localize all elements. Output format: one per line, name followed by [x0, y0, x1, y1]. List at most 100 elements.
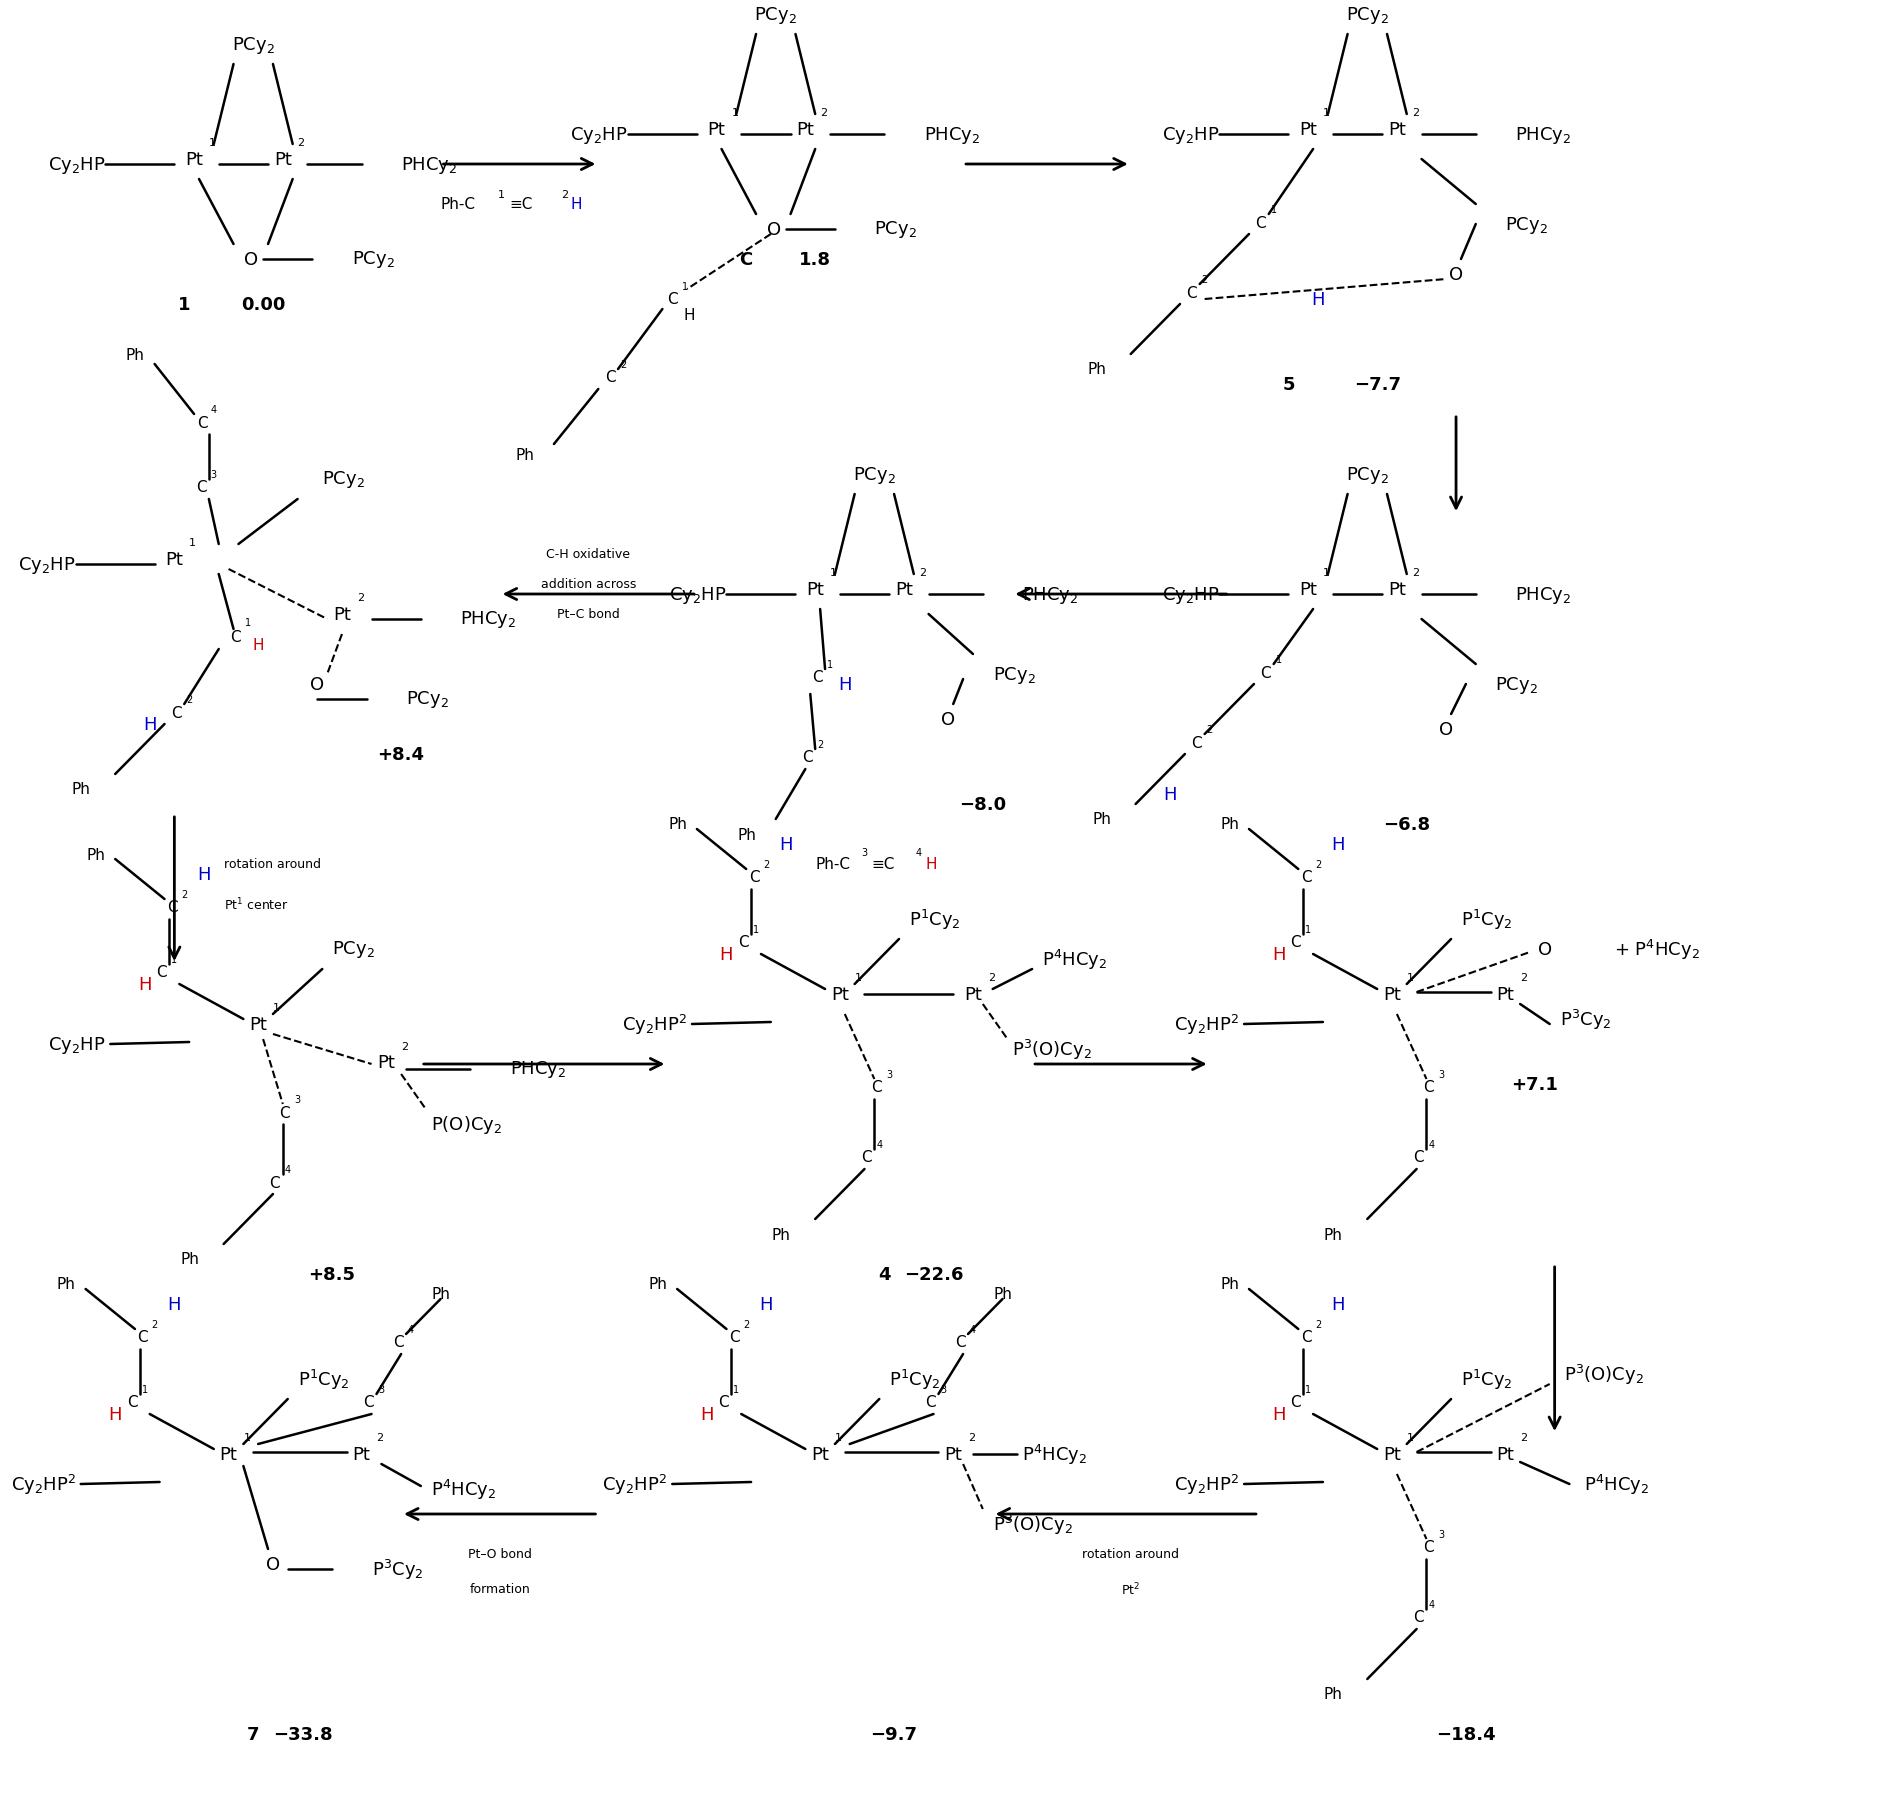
Text: Pt: Pt: [1389, 122, 1405, 140]
Text: −33.8: −33.8: [272, 1725, 333, 1743]
Text: H: H: [759, 1295, 772, 1313]
Text: C: C: [955, 1335, 966, 1350]
Text: 2: 2: [817, 740, 823, 749]
Text: H: H: [197, 865, 210, 883]
Text: 1.8: 1.8: [799, 250, 831, 268]
Text: 7: 7: [246, 1725, 259, 1743]
Text: Cy$_2$HP: Cy$_2$HP: [47, 1034, 105, 1056]
Text: Pt: Pt: [378, 1054, 395, 1072]
Text: formation: formation: [470, 1582, 530, 1596]
Text: 1: 1: [733, 1384, 740, 1395]
Text: H: H: [684, 307, 695, 323]
Text: PHCy$_2$: PHCy$_2$: [509, 1059, 566, 1079]
Text: C: C: [1422, 1079, 1434, 1096]
Text: P$^3$(O)Cy$_2$: P$^3$(O)Cy$_2$: [1013, 1038, 1092, 1061]
Text: PHCy$_2$: PHCy$_2$: [1514, 125, 1571, 145]
Text: Ph-C: Ph-C: [440, 198, 475, 212]
Text: 1: 1: [1306, 925, 1312, 934]
Text: Ph: Ph: [669, 816, 688, 833]
Text: PCy$_2$: PCy$_2$: [753, 4, 797, 25]
Text: H: H: [838, 675, 851, 693]
Text: Pt–O bond: Pt–O bond: [468, 1547, 532, 1560]
Text: 1: 1: [753, 925, 759, 934]
Text: P$^4$HCy$_2$: P$^4$HCy$_2$: [1022, 1442, 1088, 1466]
Text: O: O: [244, 250, 257, 268]
Text: 3: 3: [295, 1094, 301, 1105]
Text: −9.7: −9.7: [870, 1725, 917, 1743]
Text: +8.5: +8.5: [308, 1266, 355, 1282]
Text: H: H: [780, 836, 793, 854]
Text: PCy$_2$: PCy$_2$: [231, 34, 274, 56]
Text: 2: 2: [1201, 276, 1208, 285]
Text: 4: 4: [877, 1266, 891, 1282]
Text: 2: 2: [297, 138, 304, 149]
Text: Cy$_2$HP$^2$: Cy$_2$HP$^2$: [622, 1012, 688, 1036]
Text: Cy$_2$HP: Cy$_2$HP: [669, 584, 727, 606]
Text: C: C: [1291, 934, 1300, 951]
Text: H: H: [109, 1406, 122, 1424]
Text: 3: 3: [378, 1384, 385, 1395]
Text: 1: 1: [827, 660, 832, 669]
Text: C-H oxidative: C-H oxidative: [547, 548, 631, 561]
Text: Pt: Pt: [812, 1446, 829, 1464]
Text: 1: 1: [682, 281, 688, 292]
Text: 1: 1: [141, 1384, 148, 1395]
Text: O: O: [310, 675, 325, 693]
Text: C: C: [729, 1330, 740, 1344]
Text: +8.4: +8.4: [378, 746, 425, 764]
Text: Pt: Pt: [964, 985, 983, 1003]
Text: P$^1$Cy$_2$: P$^1$Cy$_2$: [1462, 907, 1513, 932]
Text: Cy$_2$HP: Cy$_2$HP: [569, 125, 628, 145]
Text: Pt: Pt: [1496, 1446, 1514, 1464]
Text: Ph: Ph: [1325, 1226, 1343, 1243]
Text: H: H: [137, 976, 152, 994]
Text: 1: 1: [498, 190, 505, 200]
Text: 3: 3: [861, 847, 868, 858]
Text: Pt: Pt: [1383, 985, 1402, 1003]
Text: 3: 3: [940, 1384, 947, 1395]
Text: 2: 2: [1315, 860, 1321, 869]
Text: 4: 4: [876, 1139, 883, 1150]
Text: C: C: [812, 669, 823, 686]
Text: C: C: [1261, 666, 1270, 680]
Text: Ph: Ph: [432, 1286, 451, 1302]
Text: P$^1$Cy$_2$: P$^1$Cy$_2$: [297, 1368, 349, 1391]
Text: 1: 1: [1323, 109, 1330, 118]
Text: P$^1$Cy$_2$: P$^1$Cy$_2$: [909, 907, 960, 932]
Text: Ph: Ph: [86, 847, 105, 862]
Text: H: H: [701, 1406, 714, 1424]
Text: P$^3$Cy$_2$: P$^3$Cy$_2$: [1560, 1007, 1612, 1032]
Text: 2: 2: [763, 860, 769, 869]
Text: 2: 2: [919, 568, 926, 577]
Text: 1: 1: [831, 568, 836, 577]
Text: H: H: [571, 198, 582, 212]
Text: 3: 3: [1437, 1070, 1445, 1079]
Text: P$^1$Cy$_2$: P$^1$Cy$_2$: [889, 1368, 941, 1391]
Text: 4: 4: [408, 1324, 413, 1335]
Text: 2: 2: [152, 1319, 158, 1330]
Text: Ph: Ph: [71, 782, 90, 796]
Text: 3: 3: [1437, 1529, 1445, 1538]
Text: Ph: Ph: [1325, 1687, 1343, 1702]
Text: 1: 1: [244, 1433, 250, 1442]
Text: Cy$_2$HP$^2$: Cy$_2$HP$^2$: [601, 1473, 667, 1497]
Text: Pt: Pt: [165, 551, 184, 568]
Text: Ph: Ph: [1219, 1277, 1238, 1292]
Text: PHCy$_2$: PHCy$_2$: [924, 125, 981, 145]
Text: 4: 4: [970, 1324, 975, 1335]
Text: C: C: [393, 1335, 404, 1350]
Text: C: C: [1413, 1150, 1424, 1165]
Text: PHCy$_2$: PHCy$_2$: [460, 610, 517, 629]
Text: PHCy$_2$: PHCy$_2$: [1022, 584, 1079, 606]
Text: Pt: Pt: [250, 1016, 267, 1034]
Text: H: H: [252, 637, 263, 653]
Text: Pt: Pt: [274, 151, 291, 169]
Text: PCy$_2$: PCy$_2$: [853, 464, 896, 484]
Text: 2: 2: [1411, 568, 1419, 577]
Text: 1: 1: [1306, 1384, 1312, 1395]
Text: 4: 4: [1428, 1139, 1434, 1150]
Text: P$^4$HCy$_2$: P$^4$HCy$_2$: [1043, 947, 1107, 972]
Text: 4: 4: [210, 405, 216, 415]
Text: C: C: [738, 934, 748, 951]
Text: C: C: [667, 292, 678, 307]
